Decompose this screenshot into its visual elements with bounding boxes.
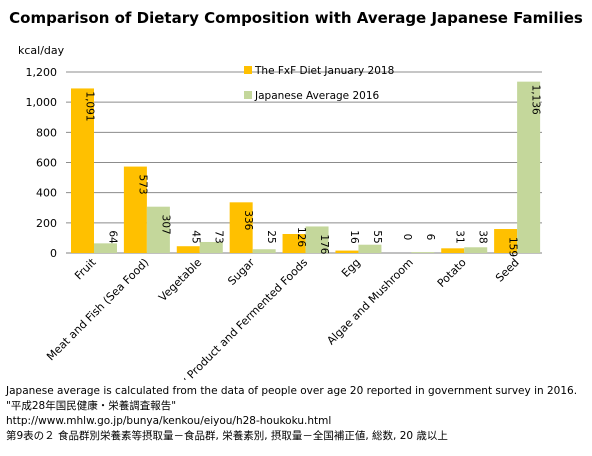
footnote-source-title: "平成28年国民健康・栄養調査報告" xyxy=(6,400,177,412)
bar xyxy=(464,247,488,253)
data-label: 64 xyxy=(107,230,119,244)
bar xyxy=(282,233,306,253)
footnote-description: Japanese average is calculated from the … xyxy=(6,385,578,397)
data-label: 336 xyxy=(242,210,254,230)
bar xyxy=(494,229,518,253)
data-label: 45 xyxy=(189,230,201,243)
x-tick-label: Meat and Fish (Sea Food) xyxy=(44,256,151,363)
y-axis-label: kcal/day xyxy=(18,44,65,57)
y-tick-label: 400 xyxy=(36,187,57,200)
data-label: 31 xyxy=(454,230,466,243)
bar xyxy=(94,243,117,253)
x-tick-label: Fruit xyxy=(72,255,99,282)
bar xyxy=(305,226,329,253)
data-label: 6 xyxy=(424,234,436,241)
value-labels: 1,091 573 45 336 126 16 0 31 159 64 307 73 25 176 55 6 3… xyxy=(84,85,542,257)
data-label: 176 xyxy=(318,234,330,254)
y-tick-label: 0 xyxy=(50,247,57,260)
bar xyxy=(146,206,170,253)
bar xyxy=(176,246,200,253)
legend: The FxF Diet January 2018 Japanese Averag… xyxy=(244,65,394,102)
data-label: 16 xyxy=(348,230,360,244)
bar xyxy=(71,88,94,254)
data-label: 1,136 xyxy=(530,85,542,115)
data-label: 73 xyxy=(212,230,224,243)
x-tick-label: Potato xyxy=(435,256,469,290)
data-label: 38 xyxy=(477,230,489,243)
footnote-source-url: http://www.mhlw.go.jp/bunya/kenkou/eiyou… xyxy=(6,415,332,427)
data-label: 1,091 xyxy=(84,91,96,121)
y-tick-label: 1,200 xyxy=(26,66,58,79)
data-label: 307 xyxy=(159,215,171,235)
bar xyxy=(441,248,465,253)
bar-chart: Comparison of Dietary Composition with A… xyxy=(9,9,583,380)
bar xyxy=(335,250,359,253)
y-tick-label: 200 xyxy=(36,217,57,230)
x-tick-label: Egg xyxy=(339,256,363,280)
legend-swatch xyxy=(244,91,252,99)
data-label: 55 xyxy=(371,230,383,243)
y-tick-label: 1,000 xyxy=(26,96,58,109)
bar xyxy=(411,252,435,253)
bar xyxy=(252,249,276,253)
x-tick-label: Vegetable xyxy=(156,256,204,304)
bar xyxy=(517,81,541,253)
legend-label: Japanese Average 2016 xyxy=(254,90,380,102)
bar xyxy=(229,202,253,253)
x-tick-label: Algae and Mushroom xyxy=(324,256,415,347)
footnote-table-reference: 第9表の２ 食品群別栄養素等摂取量－食品群, 栄養素別, 摂取量－全国補正値, … xyxy=(6,430,448,442)
data-label: 0 xyxy=(401,234,413,241)
y-tick-label: 600 xyxy=(36,157,57,170)
bar xyxy=(123,166,147,253)
y-axis-ticks: 0 200 400 600 800 1,000 1,200 xyxy=(26,66,58,260)
data-label: 573 xyxy=(136,175,148,195)
legend-label: The FxF Diet January 2018 xyxy=(254,65,394,77)
x-tick-label: Seed xyxy=(493,256,522,285)
data-label: 25 xyxy=(265,230,277,243)
bar xyxy=(358,244,382,253)
x-tick-label: Sugar xyxy=(225,256,257,288)
bar xyxy=(199,241,223,253)
bars xyxy=(71,81,541,254)
data-label: 126 xyxy=(295,227,307,247)
chart-title: Comparison of Dietary Composition with A… xyxy=(9,9,583,27)
legend-swatch xyxy=(244,66,252,74)
y-tick-label: 800 xyxy=(36,126,57,139)
data-label: 159 xyxy=(507,237,519,257)
